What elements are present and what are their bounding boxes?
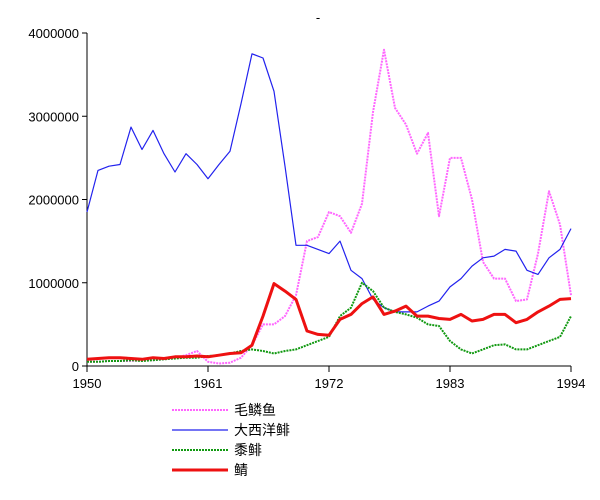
series-line-2 bbox=[87, 281, 572, 363]
series-layer bbox=[86, 48, 572, 365]
series-line-3 bbox=[86, 282, 572, 361]
y-tick-label-4: 4000000 bbox=[28, 26, 79, 41]
x-tick-label-4: 1994 bbox=[557, 376, 586, 391]
legend-label-1: 大西洋鲱 bbox=[234, 422, 290, 438]
axes: 0 1000000 2000000 3000000 4000000 1950 1961 197… bbox=[28, 26, 585, 391]
y-tick-label-3: 3000000 bbox=[28, 109, 79, 124]
y-tick-label-1: 1000000 bbox=[28, 276, 79, 291]
series-line-1 bbox=[86, 53, 572, 313]
y-tick-label-0: 0 bbox=[72, 359, 79, 374]
y-tick-label-2: 2000000 bbox=[28, 193, 79, 208]
x-tick-label-3: 1983 bbox=[436, 376, 465, 391]
x-tick-label-0: 1950 bbox=[73, 376, 102, 391]
x-tick-label-2: 1972 bbox=[315, 376, 344, 391]
chart-title: - bbox=[316, 10, 320, 25]
x-tick-label-1: 1961 bbox=[194, 376, 223, 391]
series-line-0 bbox=[87, 48, 572, 365]
legend-label-3: 鲭 bbox=[234, 462, 248, 478]
legend-label-0: 毛鳞鱼 bbox=[234, 402, 276, 418]
legend-label-2: 黍鲱 bbox=[234, 442, 262, 458]
